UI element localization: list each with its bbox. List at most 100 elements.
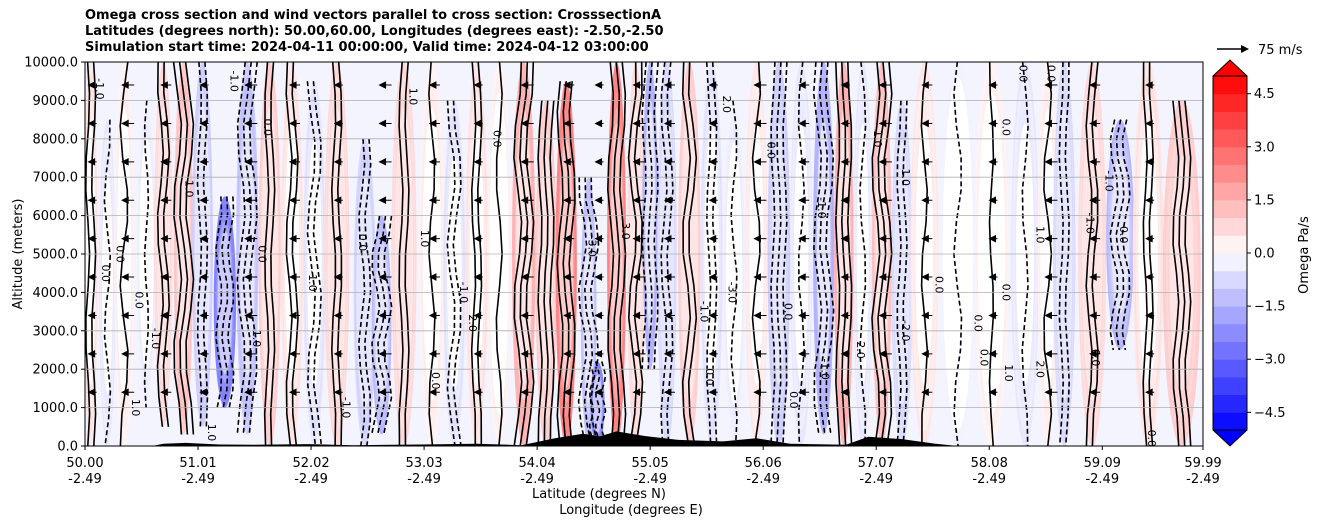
contour-label: 0.0 (99, 264, 112, 282)
omega-cell (217, 230, 233, 374)
x-tick-label-latitude: 55.05 (632, 456, 669, 471)
wind-vector (663, 234, 675, 243)
chart-title-line-2: Latitudes (degrees north): 50.00,60.00, … (85, 24, 664, 39)
colorbar-level (1213, 306, 1247, 325)
wind-vector (520, 273, 534, 281)
wind-vector (708, 158, 718, 166)
wind-vector (160, 388, 172, 397)
wind-vector (1145, 119, 1155, 128)
colorbar-level (1213, 111, 1247, 130)
wind-vector (378, 350, 392, 358)
contour-label: -1.0 (815, 197, 828, 218)
contour-line (156, 62, 165, 427)
wind-vector (594, 273, 604, 281)
colorbar-tick-label: −3.0 (1254, 353, 1286, 368)
wind-vector (244, 196, 258, 205)
wind-vector (878, 388, 892, 397)
contour-line (549, 100, 555, 446)
colorbar-ticks: 4.5 3.0 1.5 0.0 −1.5 −3.0 −4.5 (1247, 87, 1286, 421)
wind-vector (921, 119, 933, 128)
plot-area: -1.00.00.00.01.0-1.01.01.0-1.00.00.01.0-… (84, 61, 1204, 448)
wind-vector (288, 388, 301, 397)
wind-vector (121, 273, 135, 281)
wind-vector (428, 388, 440, 397)
wind-vector (1089, 158, 1101, 166)
wind-vector (199, 388, 209, 397)
contour-label: 0.0 (933, 276, 946, 294)
wind-vector (663, 273, 675, 281)
wind-vector (753, 119, 767, 128)
y-axis-label: Altitude (meters) (11, 199, 26, 310)
contour-label: 0.0 (1000, 284, 1013, 302)
wind-vector (798, 273, 810, 281)
colorbar-label: Omega Pa/s (1297, 216, 1312, 294)
y-tick-label: 6000.0 (33, 209, 79, 224)
colorbar-level (1213, 359, 1247, 378)
wind-vector (160, 196, 172, 205)
omega-cell (583, 220, 594, 403)
wind-vector (798, 388, 810, 397)
colorbar-tick-label: −4.5 (1254, 406, 1286, 421)
wind-vector (1089, 350, 1101, 358)
contour-line (1178, 100, 1186, 446)
wind-vector (1044, 158, 1058, 166)
wind-vector (1044, 273, 1058, 281)
wind-vector (378, 388, 392, 397)
contour-label: 1.0 (418, 230, 431, 248)
wind-vector (87, 196, 97, 205)
wind-vector (87, 311, 97, 320)
wind-vector (563, 350, 575, 358)
wind-vector (840, 81, 850, 89)
contour-label: -2.0 (899, 320, 912, 341)
wind-vector (333, 350, 343, 358)
contour-line (583, 177, 594, 446)
wind-vector (1044, 311, 1058, 320)
wind-vector (1089, 119, 1101, 128)
x-axis-label-longitude: Longitude (degrees E) (559, 503, 703, 518)
wind-vector (663, 388, 675, 397)
y-tick-label: 0.0 (57, 440, 78, 455)
colorbar-level (1213, 182, 1247, 201)
wind-vector (921, 350, 933, 358)
wind-vector (1044, 234, 1058, 243)
contour-label: 0.0 (1044, 65, 1057, 83)
contour-label: -3.0 (725, 282, 738, 303)
x-tick-label-latitude: 53.03 (405, 456, 442, 471)
contour-label: 0.0 (765, 142, 778, 160)
wind-vector (798, 350, 810, 358)
wind-vector (753, 273, 767, 281)
wind-vector (563, 196, 575, 205)
colorbar-level (1213, 341, 1247, 360)
wind-vector (1089, 273, 1101, 281)
wind-vector (428, 81, 440, 89)
contour-line (568, 81, 576, 446)
wind-vector (378, 196, 392, 205)
wind-vector (244, 119, 258, 128)
contour-line (730, 100, 738, 446)
wind-vector (1044, 388, 1058, 397)
x-tick-label-latitude: 59.09 (1084, 456, 1121, 471)
contour-line (221, 196, 229, 408)
wind-vector (878, 350, 892, 358)
contour-label: 0.0 (1117, 226, 1130, 244)
y-axis: 0.0 1000.0 2000.0 3000.0 4000.0 5000.0 6000.0 7… (24, 56, 85, 455)
wind-vector (563, 234, 575, 243)
wind-vector (988, 81, 998, 89)
wind-vector (632, 158, 646, 166)
wind-vector (663, 119, 675, 128)
wind-vector (878, 311, 892, 320)
contour-label: 0.0 (787, 391, 800, 409)
contour-label: 2.0 (1033, 360, 1046, 378)
wind-vector (632, 273, 646, 281)
wind-vector (632, 350, 646, 358)
wind-vector (473, 311, 483, 320)
contour-label: 1.0 (183, 180, 196, 198)
contour-label: 1.0 (871, 130, 884, 148)
wind-vector (921, 388, 933, 397)
contour-line (215, 196, 223, 408)
wind-vector (753, 158, 767, 166)
contour-label: 0.0 (1145, 430, 1158, 448)
wind-vector (428, 234, 440, 243)
wind-vector (921, 234, 933, 243)
wind-vector (160, 81, 172, 89)
